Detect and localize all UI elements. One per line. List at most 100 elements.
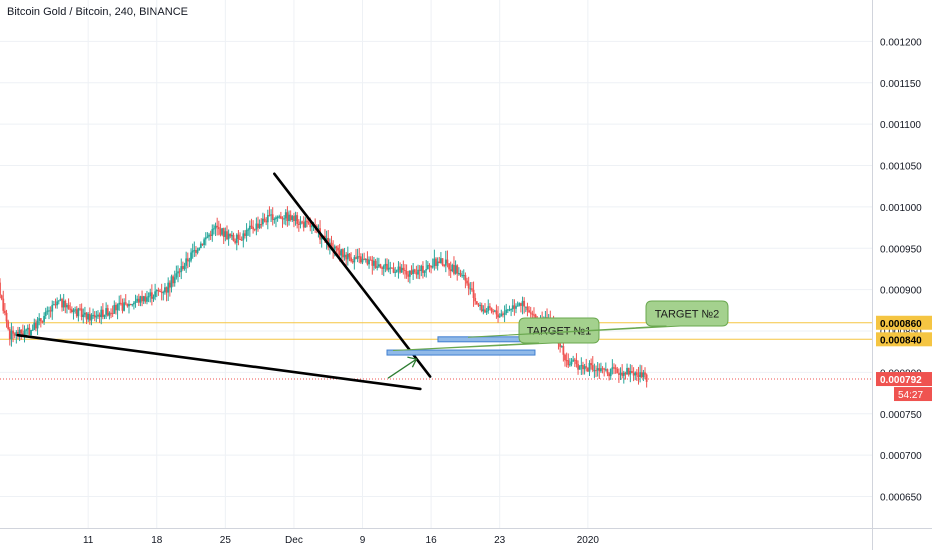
candle-body (591, 365, 594, 371)
candle-body (283, 218, 286, 220)
candle-body (565, 360, 568, 362)
candle-body (389, 267, 392, 269)
y-tick-label: 0.001200 (880, 37, 922, 48)
candle-body (471, 288, 473, 290)
candle-body (500, 313, 503, 317)
candle-body (644, 372, 646, 375)
candle-body (355, 257, 357, 259)
candle-body (394, 271, 397, 273)
candle-body (453, 264, 455, 274)
candle-body (596, 368, 599, 371)
y-tick-label: 0.000900 (880, 286, 922, 297)
candle-body (61, 299, 63, 308)
candle-body (528, 310, 530, 313)
candle-body (588, 363, 591, 372)
candle-body (294, 215, 297, 222)
candle-body (271, 214, 274, 220)
countdown-label: 54:27 (898, 390, 923, 401)
candle-body (449, 269, 452, 272)
candle-body (186, 258, 189, 262)
candle-body (142, 296, 145, 302)
candle-body (2, 298, 5, 311)
candle-body (67, 304, 70, 309)
candle-body (431, 266, 434, 268)
candle-body (51, 304, 54, 312)
candle-body (624, 372, 627, 375)
candle-body (168, 282, 171, 288)
candle-body (87, 313, 90, 320)
candle-body (214, 225, 217, 229)
candle-body (242, 233, 245, 241)
candle-body (640, 372, 643, 378)
candle-body (629, 371, 632, 375)
candle-body (258, 224, 261, 228)
candle-body (64, 300, 67, 308)
candle-body (333, 246, 336, 250)
candle-body (211, 229, 214, 236)
projection-arrow-head (407, 356, 418, 368)
chart-title: Bitcoin Gold / Bitcoin, 240, BINANCE (7, 6, 188, 18)
candle-body (49, 310, 52, 312)
candle-body (484, 309, 486, 313)
candle-body (340, 249, 343, 256)
candle-body (392, 268, 395, 273)
candle-body (439, 258, 442, 264)
candle-body (133, 302, 135, 305)
candle-body (595, 370, 597, 372)
candle-body (0, 295, 3, 299)
candle-body (430, 265, 433, 268)
candle-body (289, 214, 292, 220)
candle-body (559, 343, 562, 347)
candle-body (183, 265, 186, 269)
candle-body (373, 260, 375, 266)
candle-body (639, 372, 642, 377)
candle-body (262, 218, 264, 225)
candle-body (634, 372, 637, 376)
target-label-2: TARGET №2 (655, 309, 720, 321)
candle-body (250, 225, 253, 227)
candle-body (310, 225, 313, 228)
candle-body (443, 265, 446, 267)
candle-body (572, 359, 575, 362)
candle-body (230, 234, 233, 237)
candle-body (116, 304, 119, 311)
candle-body (493, 310, 496, 312)
y-tick-label: 0.000700 (880, 451, 922, 462)
target-callout-2: TARGET №2 (467, 300, 729, 338)
candle-body (235, 234, 238, 243)
candle-body (209, 234, 212, 236)
candle-body (490, 307, 493, 312)
candle-body (376, 266, 379, 268)
grid (0, 0, 872, 528)
candle-body (195, 250, 197, 253)
candle-body (134, 301, 137, 303)
candle-body (110, 312, 112, 314)
candle-body (150, 292, 153, 299)
projection-arrow-line (387, 358, 417, 379)
candle-body (113, 304, 116, 314)
candle-body (136, 298, 139, 302)
candle-body (461, 275, 464, 277)
candle-body (216, 225, 219, 228)
candle-body (221, 228, 223, 235)
candle-body (5, 312, 8, 322)
price-axis: 0.001200 0.001150 0.001100 0.001050 0.001000… (872, 0, 932, 550)
candle-body (97, 314, 99, 317)
candle-body (358, 256, 361, 258)
candle-body (425, 268, 428, 271)
candle-body (503, 313, 506, 315)
candle-body (479, 304, 481, 306)
candle-body (529, 312, 532, 314)
candle-body (237, 234, 240, 239)
candle-body (227, 233, 230, 240)
candle-body (404, 270, 406, 272)
candle-body (454, 265, 457, 274)
candle-body (505, 309, 508, 314)
current-price-tag: 0.000792 (880, 375, 922, 386)
candle-body (513, 305, 516, 309)
candle-body (533, 314, 535, 316)
candle-body (346, 253, 349, 260)
candle-body (616, 368, 619, 374)
candle-body (31, 329, 34, 331)
